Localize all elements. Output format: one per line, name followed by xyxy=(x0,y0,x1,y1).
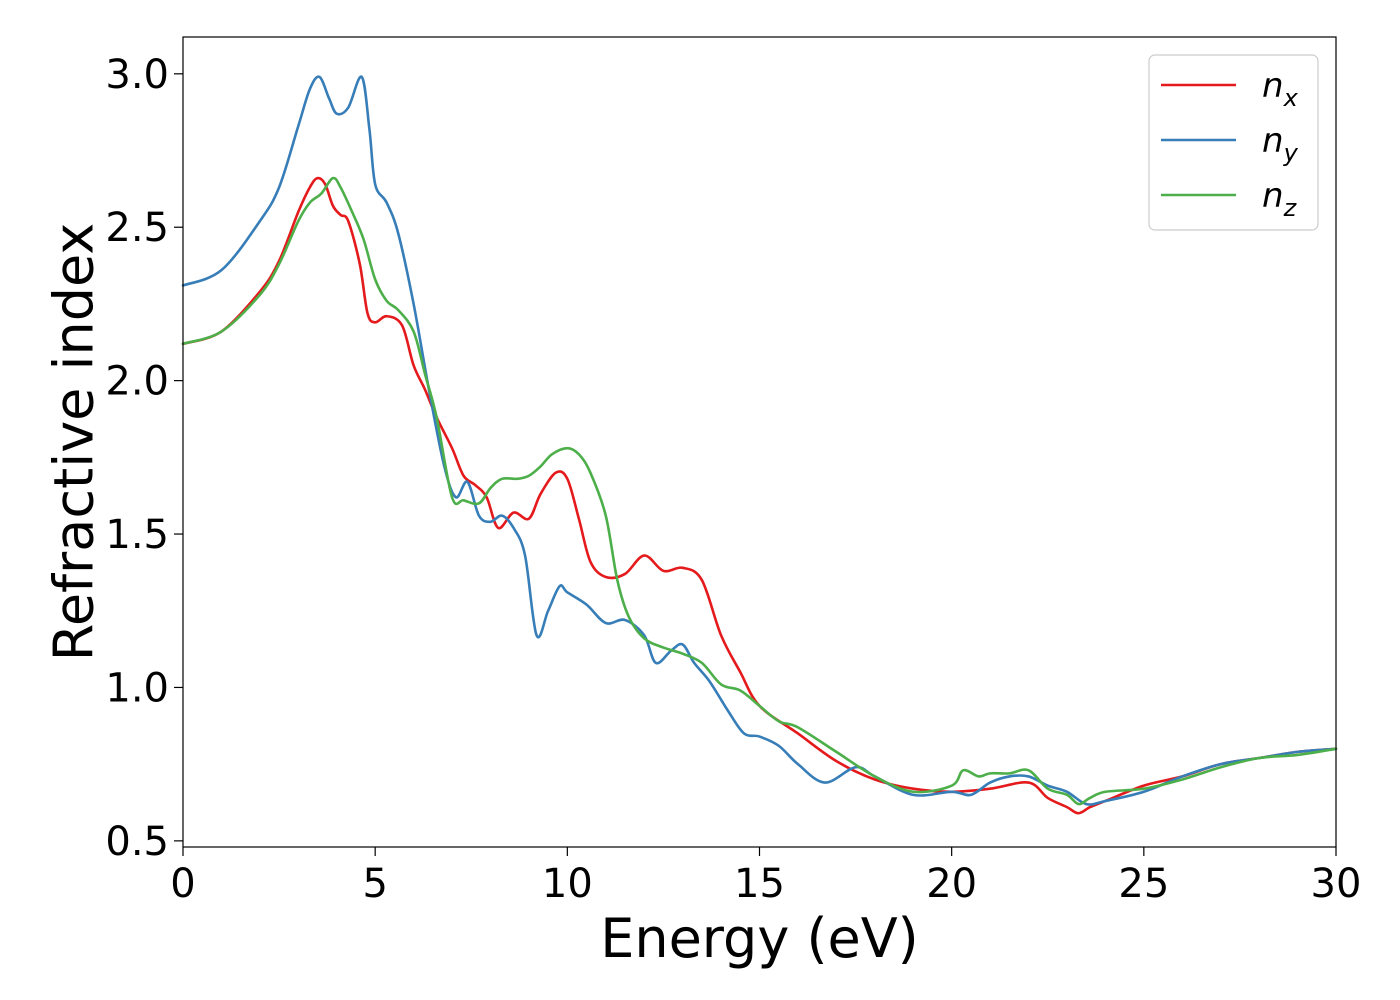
y-tick-label: 2.5 xyxy=(105,205,169,251)
legend-label-main: n xyxy=(1262,121,1284,161)
x-tick-label: 10 xyxy=(542,861,593,907)
series-layer xyxy=(181,75,1338,815)
series-line-ny xyxy=(181,75,1338,806)
legend-label-subscript: x xyxy=(1283,84,1299,112)
legend-label-nx: nx xyxy=(1262,66,1299,112)
legend-label-main: n xyxy=(1262,66,1284,106)
y-axis-label: Refractive index xyxy=(43,223,106,662)
series-line-nx xyxy=(181,176,1338,815)
legend-label-subscript: y xyxy=(1283,139,1299,167)
x-axis: 0 5 10 15 20 25 30 xyxy=(170,847,1361,907)
plot-frame xyxy=(182,36,1337,848)
x-tick-label: 20 xyxy=(926,861,977,907)
y-tick-label: 1.5 xyxy=(105,512,169,558)
x-tick-label: 30 xyxy=(1311,861,1362,907)
x-tick-label: 15 xyxy=(734,861,785,907)
legend-box xyxy=(1148,54,1319,231)
x-tick-label: 5 xyxy=(362,861,387,907)
x-axis-label: Energy (eV) xyxy=(600,907,919,970)
legend-label-nz: nz xyxy=(1262,176,1298,222)
legend-label-ny: ny xyxy=(1262,121,1299,167)
x-tick-label: 25 xyxy=(1118,861,1169,907)
y-axis: 0.5 1.0 1.5 2.0 2.5 3.0 xyxy=(105,52,183,865)
legend-label-main: n xyxy=(1262,176,1284,216)
y-tick-label: 3.0 xyxy=(105,52,169,98)
y-tick-label: 2.0 xyxy=(105,359,169,405)
x-tick-label: 0 xyxy=(170,861,195,907)
y-tick-label: 0.5 xyxy=(105,819,169,865)
y-tick-label: 1.0 xyxy=(105,665,169,711)
series-line-nz xyxy=(181,176,1338,806)
legend-label-subscript: z xyxy=(1283,194,1298,222)
